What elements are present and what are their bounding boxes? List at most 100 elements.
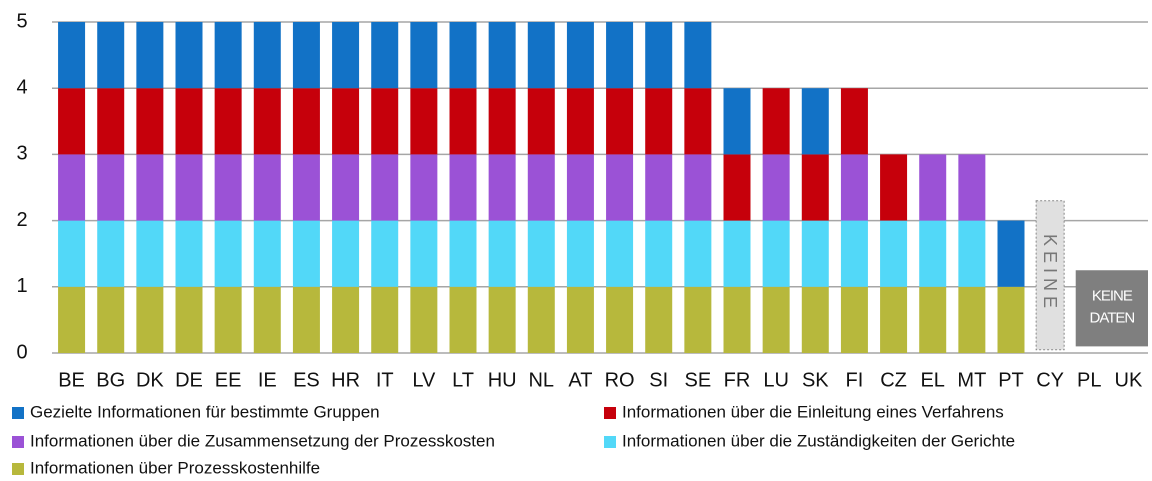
x-tick-label: MT	[957, 369, 986, 391]
bar-segment	[684, 22, 712, 89]
x-tick-label: IT	[376, 369, 394, 391]
legend-label: Informationen über die Zuständigkeiten d…	[622, 431, 1015, 450]
bar-segment	[449, 154, 477, 221]
bar-segment	[606, 220, 634, 287]
bar-segment	[880, 154, 908, 221]
bar-segment	[371, 22, 399, 89]
x-tick-label: HU	[488, 369, 517, 391]
legend-label: Informationen über Prozesskostenhilfe	[30, 458, 320, 477]
bar-segment	[136, 220, 164, 287]
bar-segment	[371, 220, 399, 287]
x-tick-label: CY	[1036, 369, 1064, 391]
bar-segment	[958, 154, 986, 221]
bar-segment	[684, 154, 712, 221]
legend-label: Informationen über die Einleitung eines …	[622, 402, 1004, 421]
bar-segment	[527, 22, 555, 89]
x-tick-label: FI	[846, 369, 864, 391]
bar-segment	[253, 286, 281, 353]
bar-segment	[723, 286, 751, 353]
bar-segment	[488, 220, 516, 287]
bar-segment	[801, 88, 829, 155]
bar-segment	[97, 22, 125, 89]
x-tick-label: ES	[293, 369, 320, 391]
bar-segment	[880, 220, 908, 287]
bar-segment	[684, 88, 712, 155]
bar-segment	[684, 286, 712, 353]
bar-segment	[292, 88, 320, 155]
bar-segment	[332, 22, 360, 89]
bar-segment	[801, 154, 829, 221]
bar-segment	[527, 220, 555, 287]
bar-segment	[762, 154, 790, 221]
bar-segment	[410, 286, 438, 353]
x-tick-label: CZ	[880, 369, 907, 391]
bar-segment	[801, 286, 829, 353]
bar-segment	[410, 22, 438, 89]
bar-segment	[762, 220, 790, 287]
bar-segment	[253, 22, 281, 89]
x-tick-label: SK	[802, 369, 829, 391]
legend-label: Informationen über die Zusammensetzung d…	[30, 431, 495, 450]
bar-segment	[175, 22, 203, 89]
bar-segment	[449, 220, 477, 287]
x-tick-label: DE	[175, 369, 203, 391]
bar-segment	[801, 220, 829, 287]
bar-segment	[606, 22, 634, 89]
bar-segment	[253, 154, 281, 221]
legend-swatch	[12, 407, 24, 419]
bar-segment	[253, 88, 281, 155]
bar-segment	[449, 88, 477, 155]
bar-segment	[175, 220, 203, 287]
bar-segment	[840, 286, 868, 353]
annotation: KEINE	[1092, 288, 1133, 305]
annotation: KEINE	[1040, 234, 1060, 313]
x-tick-label: BE	[58, 369, 85, 391]
bar-segment	[919, 286, 947, 353]
bar-segment	[566, 286, 594, 353]
x-tick-label: UK	[1115, 369, 1143, 391]
annotation-box	[1035, 200, 1065, 351]
x-tick-label: DK	[136, 369, 164, 391]
legend-swatch	[12, 463, 24, 475]
legend-label: Gezielte Informationen für bestimmte Gru…	[30, 402, 380, 421]
x-tick-label: AT	[568, 369, 592, 391]
x-tick-label: PL	[1077, 369, 1101, 391]
bar-segment	[292, 220, 320, 287]
x-tick-label: PT	[998, 369, 1024, 391]
bar-segment	[527, 154, 555, 221]
x-tick-label: SI	[649, 369, 668, 391]
bar-segment	[371, 286, 399, 353]
bar-segment	[214, 88, 242, 155]
bar-segment	[58, 220, 86, 287]
bar-segment	[97, 286, 125, 353]
y-tick-label: 2	[16, 209, 27, 231]
bar-segment	[880, 286, 908, 353]
x-tick-label: SE	[685, 369, 712, 391]
bar-segment	[332, 286, 360, 353]
bar-segment	[214, 154, 242, 221]
bar-segment	[97, 88, 125, 155]
bar-segment	[292, 22, 320, 89]
bar-segment	[410, 88, 438, 155]
bar-segment	[645, 88, 673, 155]
bar-segment	[136, 286, 164, 353]
bar-segment	[919, 220, 947, 287]
bar-segment	[58, 286, 86, 353]
bar-segment	[566, 88, 594, 155]
legend-swatch	[12, 436, 24, 448]
bar-segment	[58, 88, 86, 155]
bar-segment	[488, 22, 516, 89]
bar-segment	[997, 286, 1025, 353]
bar-segment	[332, 154, 360, 221]
bar-segment	[58, 22, 86, 89]
bar-segment	[292, 286, 320, 353]
bar-segment	[214, 286, 242, 353]
bar-segment	[175, 286, 203, 353]
bar-segment	[410, 154, 438, 221]
bar-segment	[332, 220, 360, 287]
bar-segment	[449, 286, 477, 353]
bar-segment	[919, 154, 947, 221]
bar-segment	[840, 220, 868, 287]
y-tick-label: 3	[16, 143, 27, 165]
bar-segment	[410, 220, 438, 287]
